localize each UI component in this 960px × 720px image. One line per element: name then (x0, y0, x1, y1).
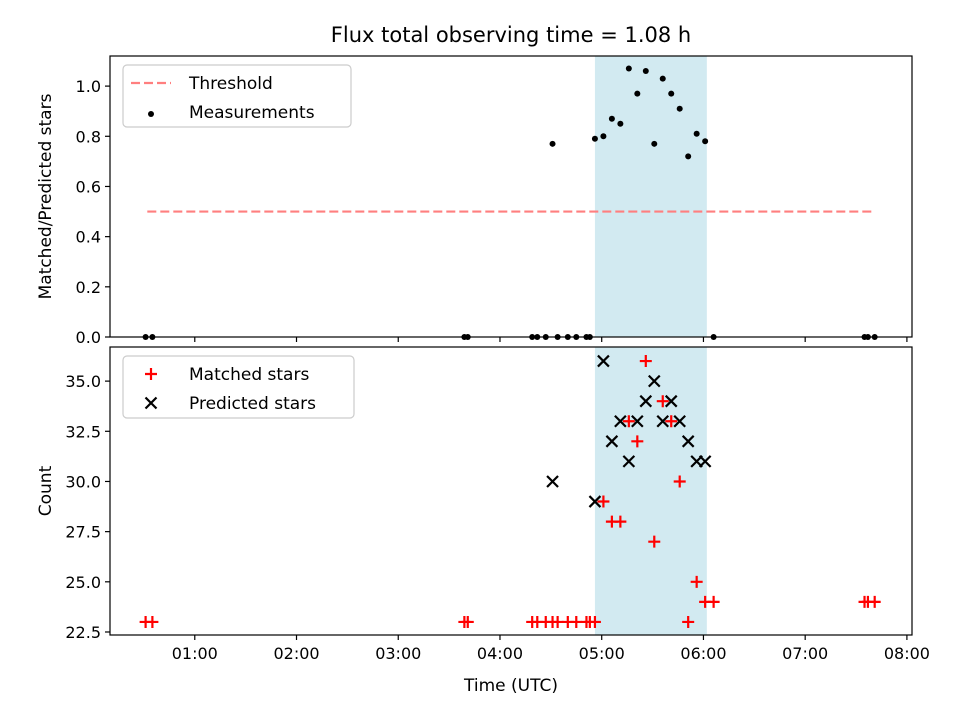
matched-stars-point (588, 615, 601, 628)
matched-stars-point (682, 615, 695, 628)
x-axis-label: Time (UTC) (463, 676, 558, 696)
y-axis-label: Count (36, 465, 56, 516)
measurements-point (642, 68, 649, 75)
legend-box (122, 64, 352, 128)
x-tick-label: 01:00 (172, 644, 218, 663)
predicted-stars-point (664, 394, 678, 408)
measurements-point (634, 90, 641, 97)
axes-frame (109, 346, 913, 636)
y-tick-label: 30.0 (65, 472, 101, 491)
y-tick-label: 0.8 (76, 127, 101, 146)
observing-window-span (594, 347, 707, 635)
measurements-point (608, 115, 615, 122)
matched-stars-point (146, 615, 159, 628)
matched-stars-point (656, 395, 669, 408)
y-tick-label: 25.0 (65, 573, 101, 592)
y-tick-label: 0.2 (76, 278, 101, 297)
matched-stars-point (597, 495, 610, 508)
y-tick-label: 22.5 (65, 623, 101, 642)
measurements-point (668, 90, 675, 97)
predicted-stars-point (631, 414, 644, 428)
axes-frame (109, 55, 913, 338)
predicted-stars-point (546, 475, 559, 488)
measurements-point (591, 135, 598, 142)
measurements-point (651, 140, 658, 147)
predicted-stars-point (673, 414, 686, 428)
y-tick-label: 0.0 (76, 328, 101, 347)
measurements-point (549, 140, 556, 147)
measurements-point (617, 120, 624, 127)
y-tick-label: 1.0 (76, 77, 101, 96)
matched-stars-point (570, 615, 583, 628)
x-tick-label: 06:00 (680, 644, 726, 663)
y-tick-label: 35.0 (65, 372, 101, 391)
legend-box (122, 355, 355, 419)
measurements-point (693, 130, 700, 137)
threshold-legend-label: Threshold (188, 74, 273, 94)
x-tick-label: 07:00 (782, 644, 828, 663)
matched-stars-legend-swatch (145, 368, 157, 380)
predicted-stars-point (698, 455, 712, 468)
measurements-point (702, 138, 709, 145)
predicted-stars-point (597, 354, 610, 368)
predicted-stars-point (639, 394, 653, 408)
matched-stars-point (622, 415, 635, 428)
matched-stars-point (868, 595, 881, 608)
chart-title: Flux total observing time = 1.08 h (331, 23, 691, 47)
predicted-stars-point (605, 435, 619, 448)
matched-predicted-ratio-panel: 0.0 0.2 0.4 0.6 0.8 1.0 Matched/Predicted star… (36, 55, 913, 347)
x-tick-label: 05:00 (579, 644, 625, 663)
predicted-stars-point (614, 414, 627, 428)
star-count-panel: 22.5 25.0 27.5 30.0 32.5 35.0 01:00 02:00 03:00 0… (36, 346, 930, 696)
matched-stars-point (639, 355, 652, 368)
measurements-point (625, 65, 632, 72)
predicted-stars-legend-swatch (144, 396, 158, 410)
predicted-stars-point (681, 435, 695, 448)
y-tick-label: 0.4 (76, 228, 101, 247)
legend: Matched stars Predicted stars (122, 355, 355, 419)
matched-stars-point (673, 475, 686, 488)
x-tick-label: 03:00 (375, 644, 421, 663)
matched-stars-point (648, 535, 661, 548)
measurements-point (676, 105, 683, 112)
legend: Threshold Measurements (122, 64, 352, 128)
observing-window-span (594, 56, 707, 337)
x-tick-label: 02:00 (273, 644, 319, 663)
x-tick-label: 08:00 (884, 644, 930, 663)
y-tick-label: 32.5 (65, 422, 101, 441)
predicted-stars-point (622, 455, 636, 468)
matched-stars-point (690, 575, 703, 588)
matched-stars-point (551, 615, 564, 628)
matched-stars-point (665, 415, 678, 428)
measurements-point (659, 75, 666, 82)
x-tick-label: 04:00 (477, 644, 523, 663)
measurements-legend-label: Measurements (189, 103, 315, 123)
measurements-point (600, 133, 607, 140)
measurements-legend-swatch (148, 111, 154, 117)
predicted-stars-point (656, 414, 670, 428)
y-tick-label: 27.5 (65, 523, 101, 542)
matched-stars-point (707, 595, 720, 608)
predicted-stars-legend-label: Predicted stars (189, 394, 316, 414)
matched-stars-legend-label: Matched stars (189, 365, 309, 385)
matched-stars-point (461, 615, 474, 628)
matched-stars-point (631, 435, 644, 448)
y-tick-label: 0.6 (76, 177, 101, 196)
measurements-point (685, 153, 692, 160)
matched-stars-point (614, 515, 627, 528)
predicted-stars-point (588, 495, 602, 508)
predicted-stars-point (647, 374, 661, 388)
y-axis-label: Matched/Predicted stars (36, 93, 56, 299)
